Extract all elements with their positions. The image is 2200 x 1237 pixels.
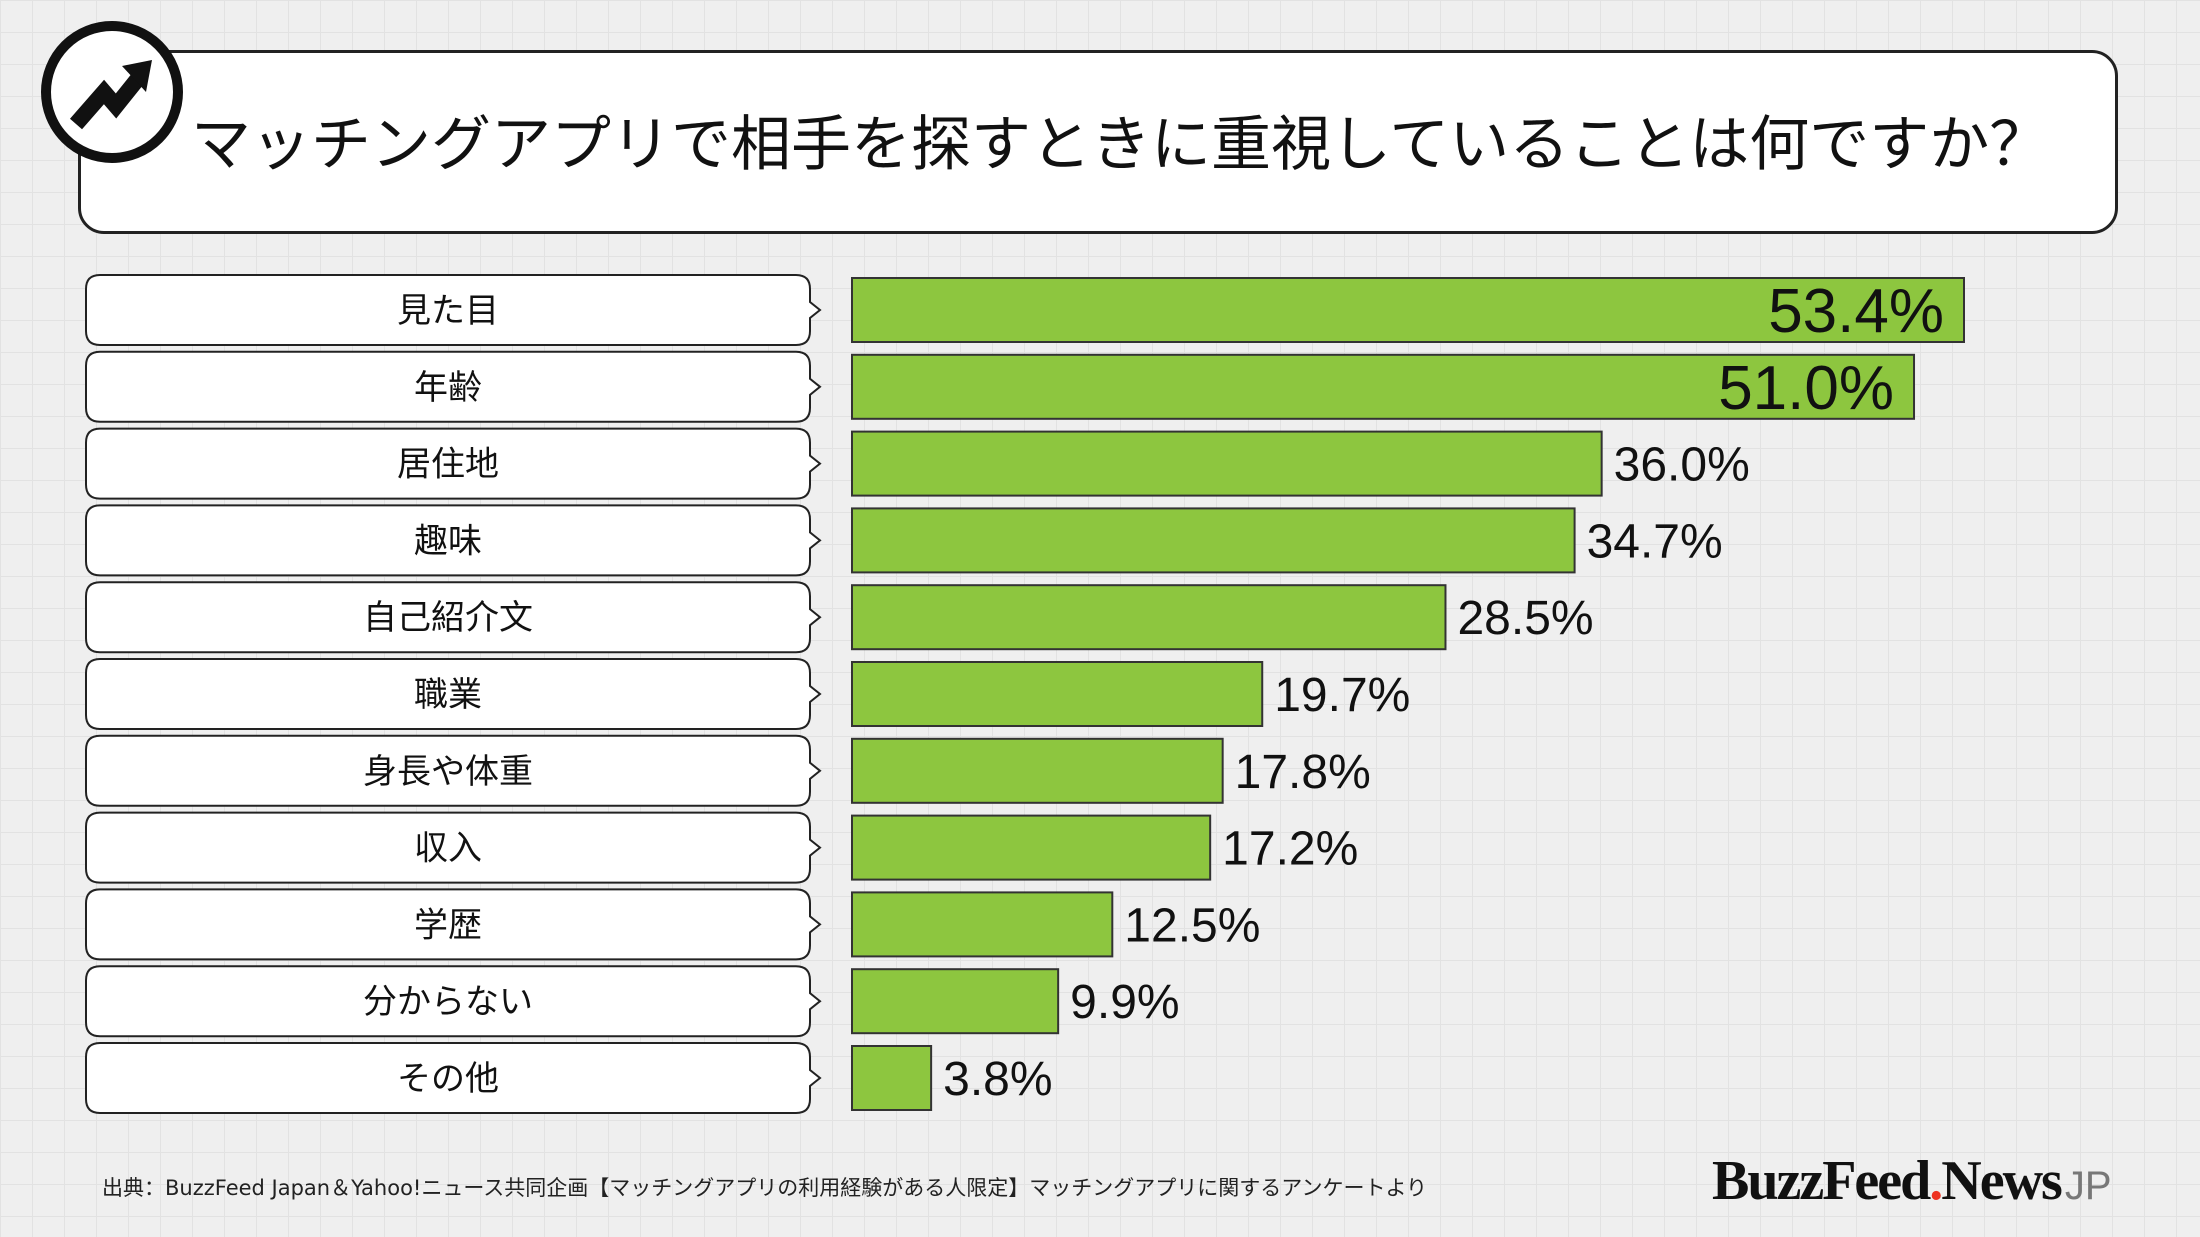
bar [851,814,1212,881]
trending-arrow-icon [41,21,183,163]
data-label: 28.5% [1457,592,1593,645]
data-label: 19.7% [1274,669,1410,722]
bar [851,430,1603,497]
category-label-box [85,734,822,807]
category-label: 見た目 [397,291,499,331]
data-label: 3.8% [943,1053,1052,1106]
category-label-box [85,811,822,884]
data-label: 34.7% [1587,515,1723,568]
category-label-box [85,427,822,500]
bar [851,968,1060,1035]
bar [851,584,1447,651]
bar [851,737,1224,804]
category-label: 趣味 [414,521,482,561]
category-label: 収入 [414,829,482,869]
category-label: 職業 [414,675,482,715]
data-label: 36.0% [1614,439,1750,492]
category-label: 身長や体重 [363,752,533,792]
bar [851,507,1576,574]
bar [851,1045,933,1111]
category-label: 居住地 [397,445,499,485]
category-label-box [85,504,822,577]
title-box: マッチングアプリで相手を探すときに重視していることは何ですか？ [78,50,2118,234]
page-title: マッチングアプリで相手を探すときに重視していることは何ですか？ [191,110,2050,180]
bar [851,661,1264,727]
category-label-box [85,350,822,423]
data-label: 9.9% [1070,976,1179,1029]
category-label-box [85,581,822,654]
category-label: その他 [397,1059,499,1099]
data-label: 12.5% [1124,899,1260,952]
data-label: 17.8% [1235,746,1371,799]
category-label: 学歴 [414,905,482,945]
source-note: 出典：BuzzFeed Japan＆Yahoo!ニュース共同企画【マッチングアプ… [102,1176,1428,1200]
data-label: 53.4% [1768,277,1944,346]
category-label: 分からない [363,982,533,1022]
bar [851,277,1965,343]
bar [851,891,1114,958]
bar [851,353,1916,420]
brand-logo: BuzzFeed.News JP [1712,1150,2112,1212]
data-label: 51.0% [1718,354,1894,423]
category-label-box [85,1042,822,1114]
category-label-box [85,274,822,346]
category-label-box [85,965,822,1038]
category-label-box [85,658,822,730]
category-label-box [85,888,822,961]
category-label: 自己紹介文 [363,598,533,638]
category-label: 年齢 [414,368,482,408]
data-label: 17.2% [1222,823,1358,876]
